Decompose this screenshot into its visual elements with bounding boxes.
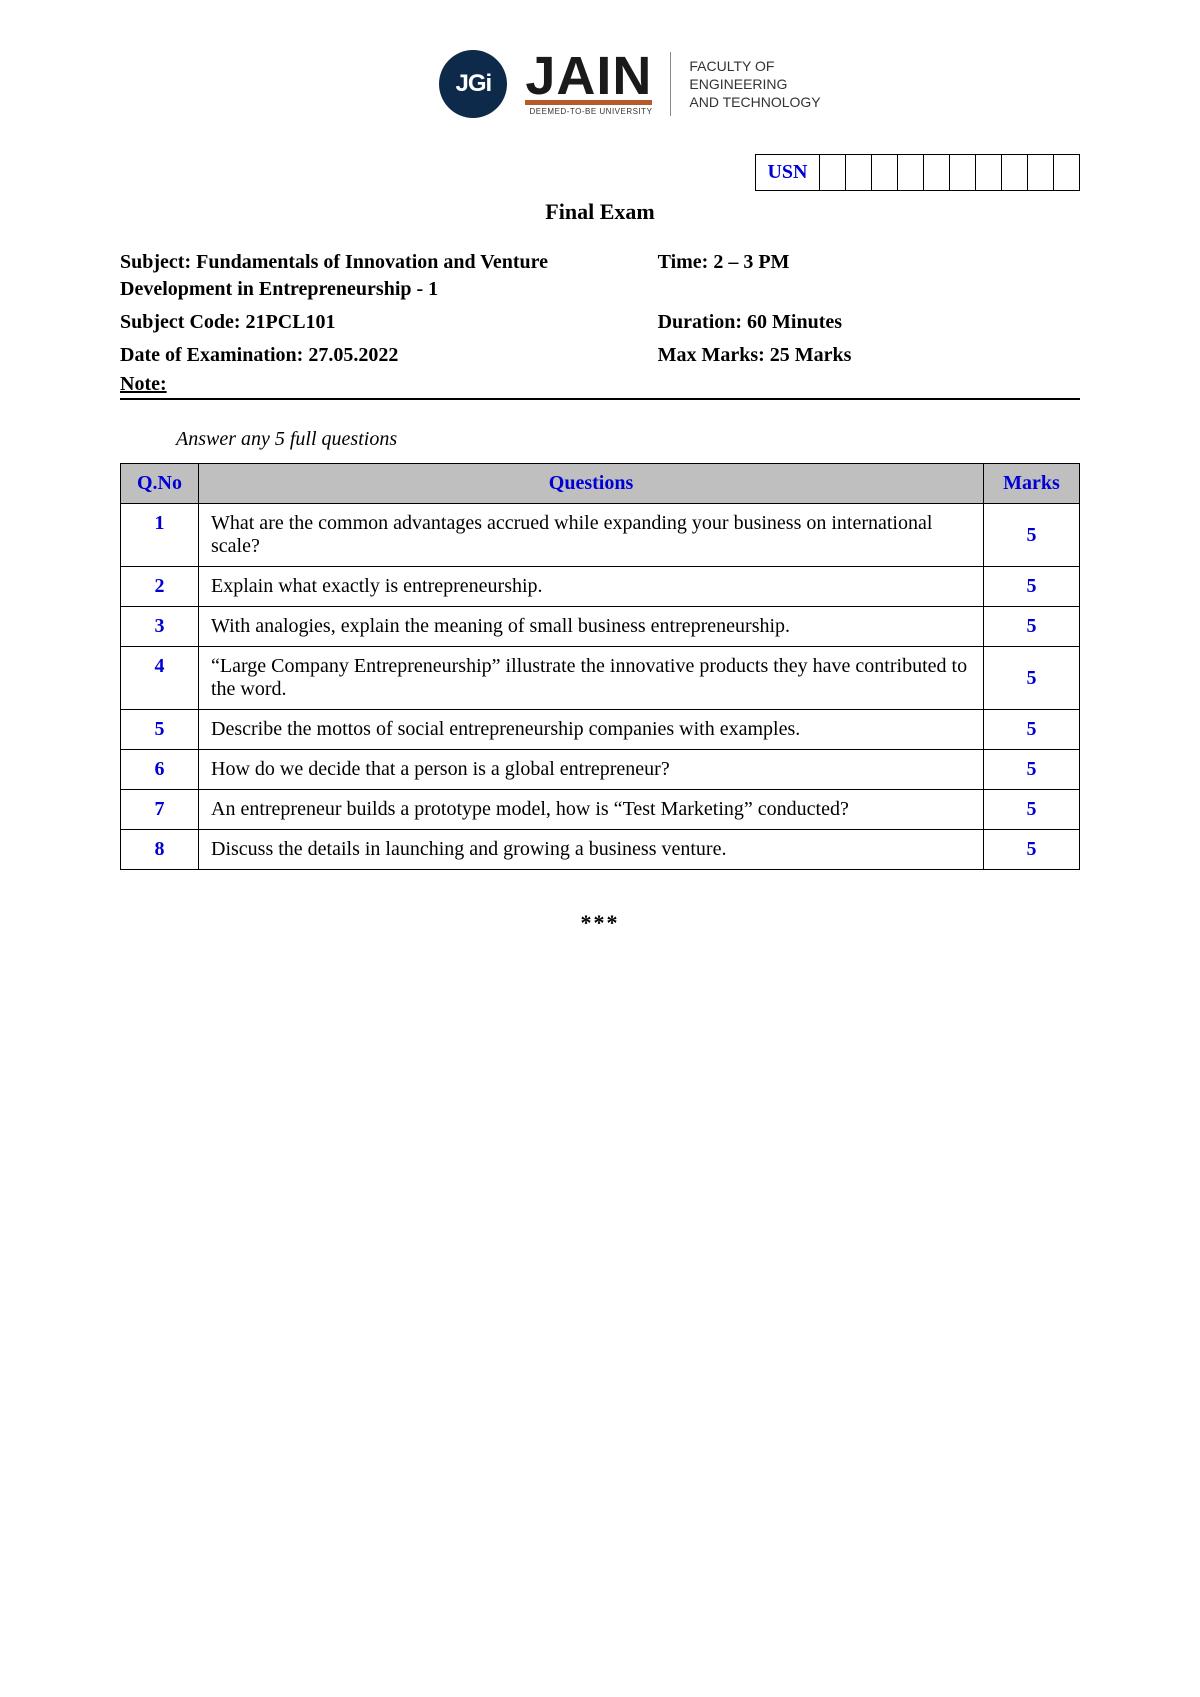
usn-cell[interactable]: [820, 155, 846, 191]
cell-qno: 2: [121, 567, 199, 607]
end-marker: ***: [120, 910, 1080, 936]
max-marks-label: Max Marks: 25 Marks: [658, 342, 1080, 369]
header-questions: Questions: [199, 464, 984, 504]
cell-qno: 8: [121, 830, 199, 870]
logo-divider: [670, 52, 671, 116]
cell-question: An entrepreneur builds a prototype model…: [199, 790, 984, 830]
usn-cell[interactable]: [976, 155, 1002, 191]
faculty-line: ENGINEERING: [689, 75, 820, 93]
cell-marks: 5: [984, 710, 1080, 750]
cell-question: Discuss the details in launching and gro…: [199, 830, 984, 870]
cell-qno: 5: [121, 710, 199, 750]
usn-cell[interactable]: [1028, 155, 1054, 191]
cell-question: With analogies, explain the meaning of s…: [199, 607, 984, 647]
cell-question: “Large Company Entrepreneurship” illustr…: [199, 647, 984, 710]
cell-qno: 6: [121, 750, 199, 790]
faculty-line: FACULTY OF: [689, 57, 820, 75]
table-row: 8 Discuss the details in launching and g…: [121, 830, 1080, 870]
cell-marks: 5: [984, 647, 1080, 710]
cell-qno: 4: [121, 647, 199, 710]
cell-marks: 5: [984, 790, 1080, 830]
duration-label: Duration: 60 Minutes: [658, 309, 1080, 336]
table-row: 5 Describe the mottos of social entrepre…: [121, 710, 1080, 750]
cell-qno: 3: [121, 607, 199, 647]
cell-question: How do we decide that a person is a glob…: [199, 750, 984, 790]
cell-qno: 7: [121, 790, 199, 830]
usn-cell[interactable]: [1054, 155, 1080, 191]
header-marks: Marks: [984, 464, 1080, 504]
subject-code-label: Subject Code: 21PCL101: [120, 309, 658, 336]
jain-logo-block: JAIN DEEMED-TO-BE UNIVERSITY: [525, 52, 652, 117]
table-row: 7 An entrepreneur builds a prototype mod…: [121, 790, 1080, 830]
usn-cell[interactable]: [846, 155, 872, 191]
cell-question: Explain what exactly is entrepreneurship…: [199, 567, 984, 607]
cell-marks: 5: [984, 607, 1080, 647]
table-row: 4 “Large Company Entrepreneurship” illus…: [121, 647, 1080, 710]
header-qno: Q.No: [121, 464, 199, 504]
table-row: 1 What are the common advantages accrued…: [121, 504, 1080, 567]
jgi-logo: JGi: [439, 50, 507, 118]
time-label: Time: 2 – 3 PM: [658, 249, 1080, 303]
faculty-line: AND TECHNOLOGY: [689, 93, 820, 111]
usn-cell[interactable]: [898, 155, 924, 191]
usn-row: USN: [120, 154, 1080, 191]
note-label: Note:: [120, 373, 1080, 400]
questions-table: Q.No Questions Marks 1 What are the comm…: [120, 463, 1080, 870]
usn-label: USN: [756, 155, 820, 191]
jain-wordmark: JAIN: [525, 52, 652, 101]
cell-marks: 5: [984, 830, 1080, 870]
faculty-text: FACULTY OF ENGINEERING AND TECHNOLOGY: [689, 57, 820, 112]
table-row: 3 With analogies, explain the meaning of…: [121, 607, 1080, 647]
instruction-text: Answer any 5 full questions: [176, 428, 1080, 451]
exam-meta: Subject: Fundamentals of Innovation and …: [120, 249, 1080, 369]
usn-cell[interactable]: [924, 155, 950, 191]
cell-marks: 5: [984, 504, 1080, 567]
usn-cell[interactable]: [950, 155, 976, 191]
table-header-row: Q.No Questions Marks: [121, 464, 1080, 504]
exam-title: Final Exam: [120, 199, 1080, 225]
subject-label: Subject: Fundamentals of Innovation and …: [120, 249, 658, 303]
cell-marks: 5: [984, 567, 1080, 607]
date-label: Date of Examination: 27.05.2022: [120, 342, 658, 369]
jain-subtext: DEEMED-TO-BE UNIVERSITY: [525, 100, 652, 116]
usn-grid: USN: [755, 154, 1080, 191]
table-row: 2 Explain what exactly is entrepreneursh…: [121, 567, 1080, 607]
usn-cell[interactable]: [1002, 155, 1028, 191]
usn-cell[interactable]: [872, 155, 898, 191]
cell-qno: 1: [121, 504, 199, 567]
cell-marks: 5: [984, 750, 1080, 790]
table-row: 6 How do we decide that a person is a gl…: [121, 750, 1080, 790]
cell-question: Describe the mottos of social entreprene…: [199, 710, 984, 750]
header-logo-row: JGi JAIN DEEMED-TO-BE UNIVERSITY FACULTY…: [180, 50, 1080, 118]
cell-question: What are the common advantages accrued w…: [199, 504, 984, 567]
